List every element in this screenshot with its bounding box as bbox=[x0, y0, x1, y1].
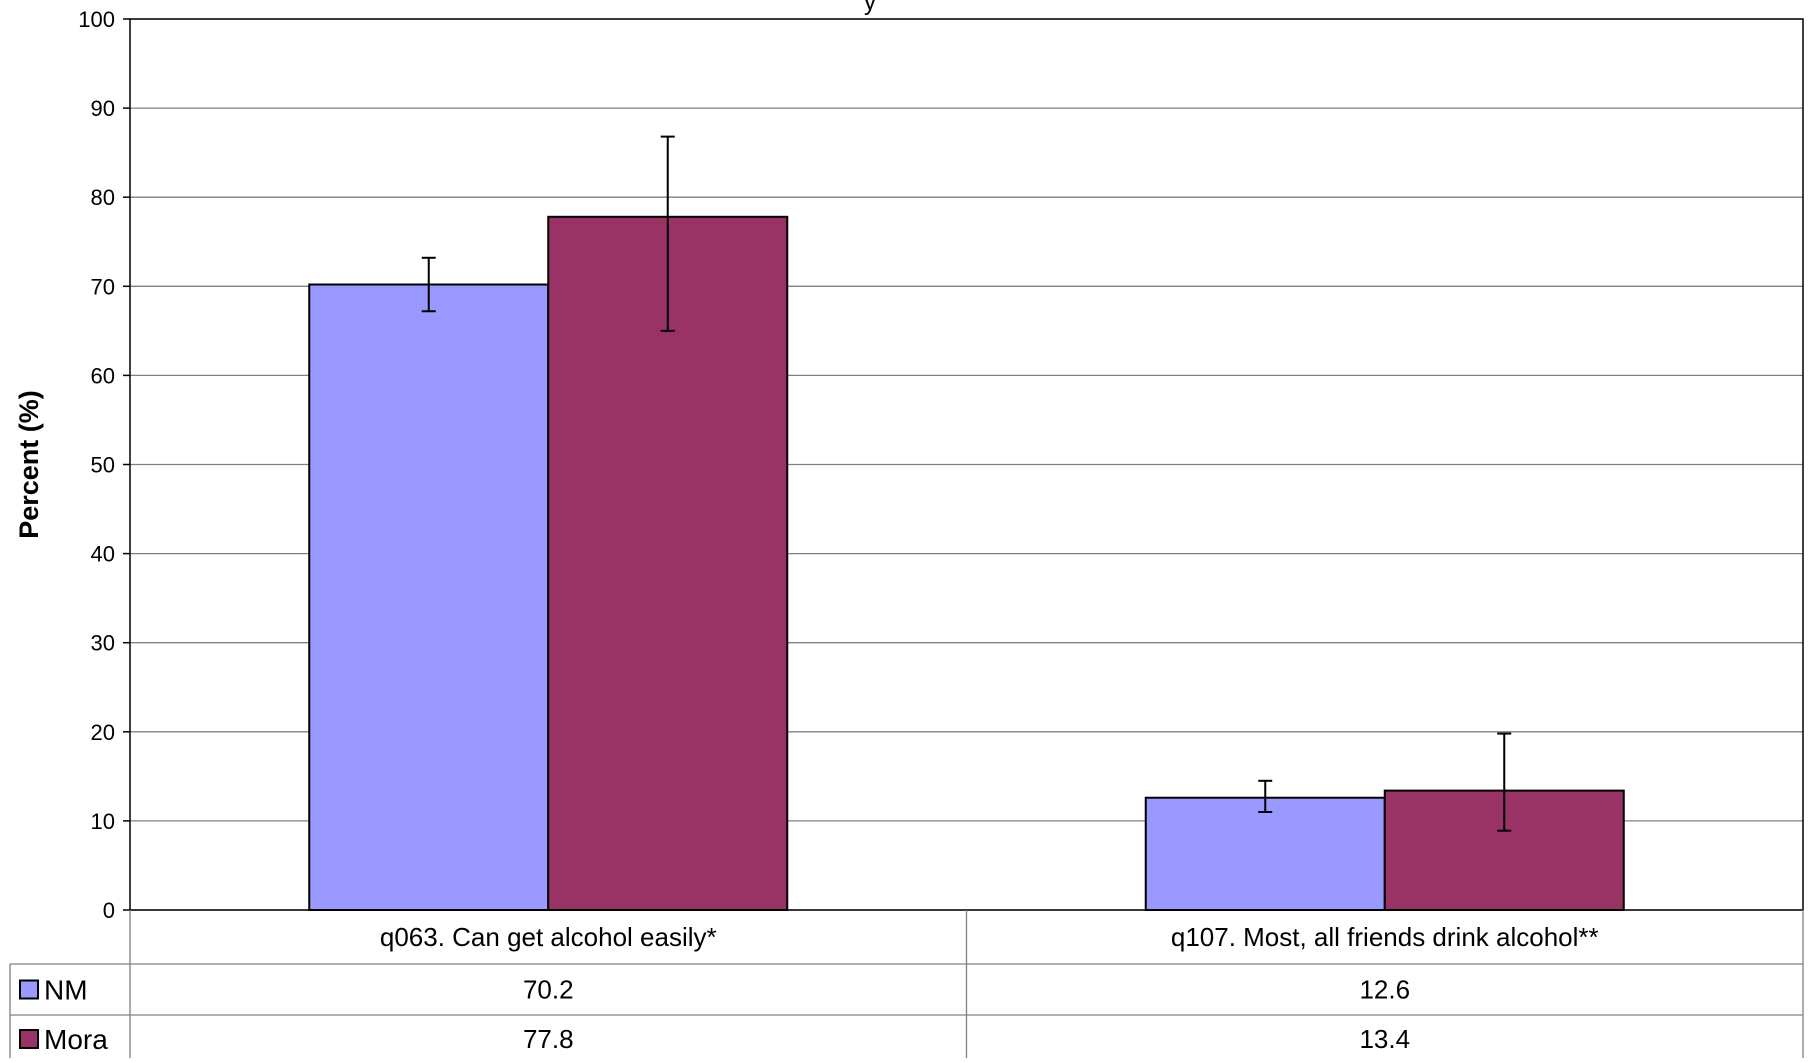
y-tick-label: 40 bbox=[91, 542, 115, 567]
y-tick-label: 30 bbox=[91, 631, 115, 656]
y-tick-label: 90 bbox=[91, 96, 115, 121]
chart-title-fragment: y bbox=[864, 0, 876, 16]
y-tick-label: 70 bbox=[91, 274, 115, 299]
bar-nm-1 bbox=[1144, 796, 1386, 912]
y-tick-label: 20 bbox=[91, 720, 115, 745]
bar-nm-0 bbox=[308, 283, 550, 911]
y-tick-label: 50 bbox=[91, 453, 115, 478]
legend-label-nm: NM bbox=[44, 975, 88, 1006]
x-category-label: q107. Most, all friends drink alcohol** bbox=[1171, 922, 1599, 952]
y-tick-label: 60 bbox=[91, 363, 115, 388]
data-table-value: 77.8 bbox=[523, 1024, 574, 1054]
y-tick-label: 0 bbox=[103, 898, 115, 923]
y-tick-label: 10 bbox=[91, 809, 115, 834]
data-table-value: 13.4 bbox=[1359, 1024, 1410, 1054]
legend-label-mora: Mora bbox=[44, 1024, 108, 1055]
legend-swatch-nm bbox=[19, 979, 39, 1000]
x-category-label: q063. Can get alcohol easily* bbox=[380, 922, 717, 952]
y-tick-label: 80 bbox=[91, 185, 115, 210]
y-tick-label: 100 bbox=[78, 7, 115, 32]
data-table-value: 12.6 bbox=[1359, 975, 1410, 1005]
bar-mora-0 bbox=[547, 215, 789, 911]
data-table-value: 70.2 bbox=[523, 975, 574, 1005]
legend-swatch-mora bbox=[19, 1029, 39, 1049]
y-axis-label: Percent (%) bbox=[14, 390, 44, 539]
